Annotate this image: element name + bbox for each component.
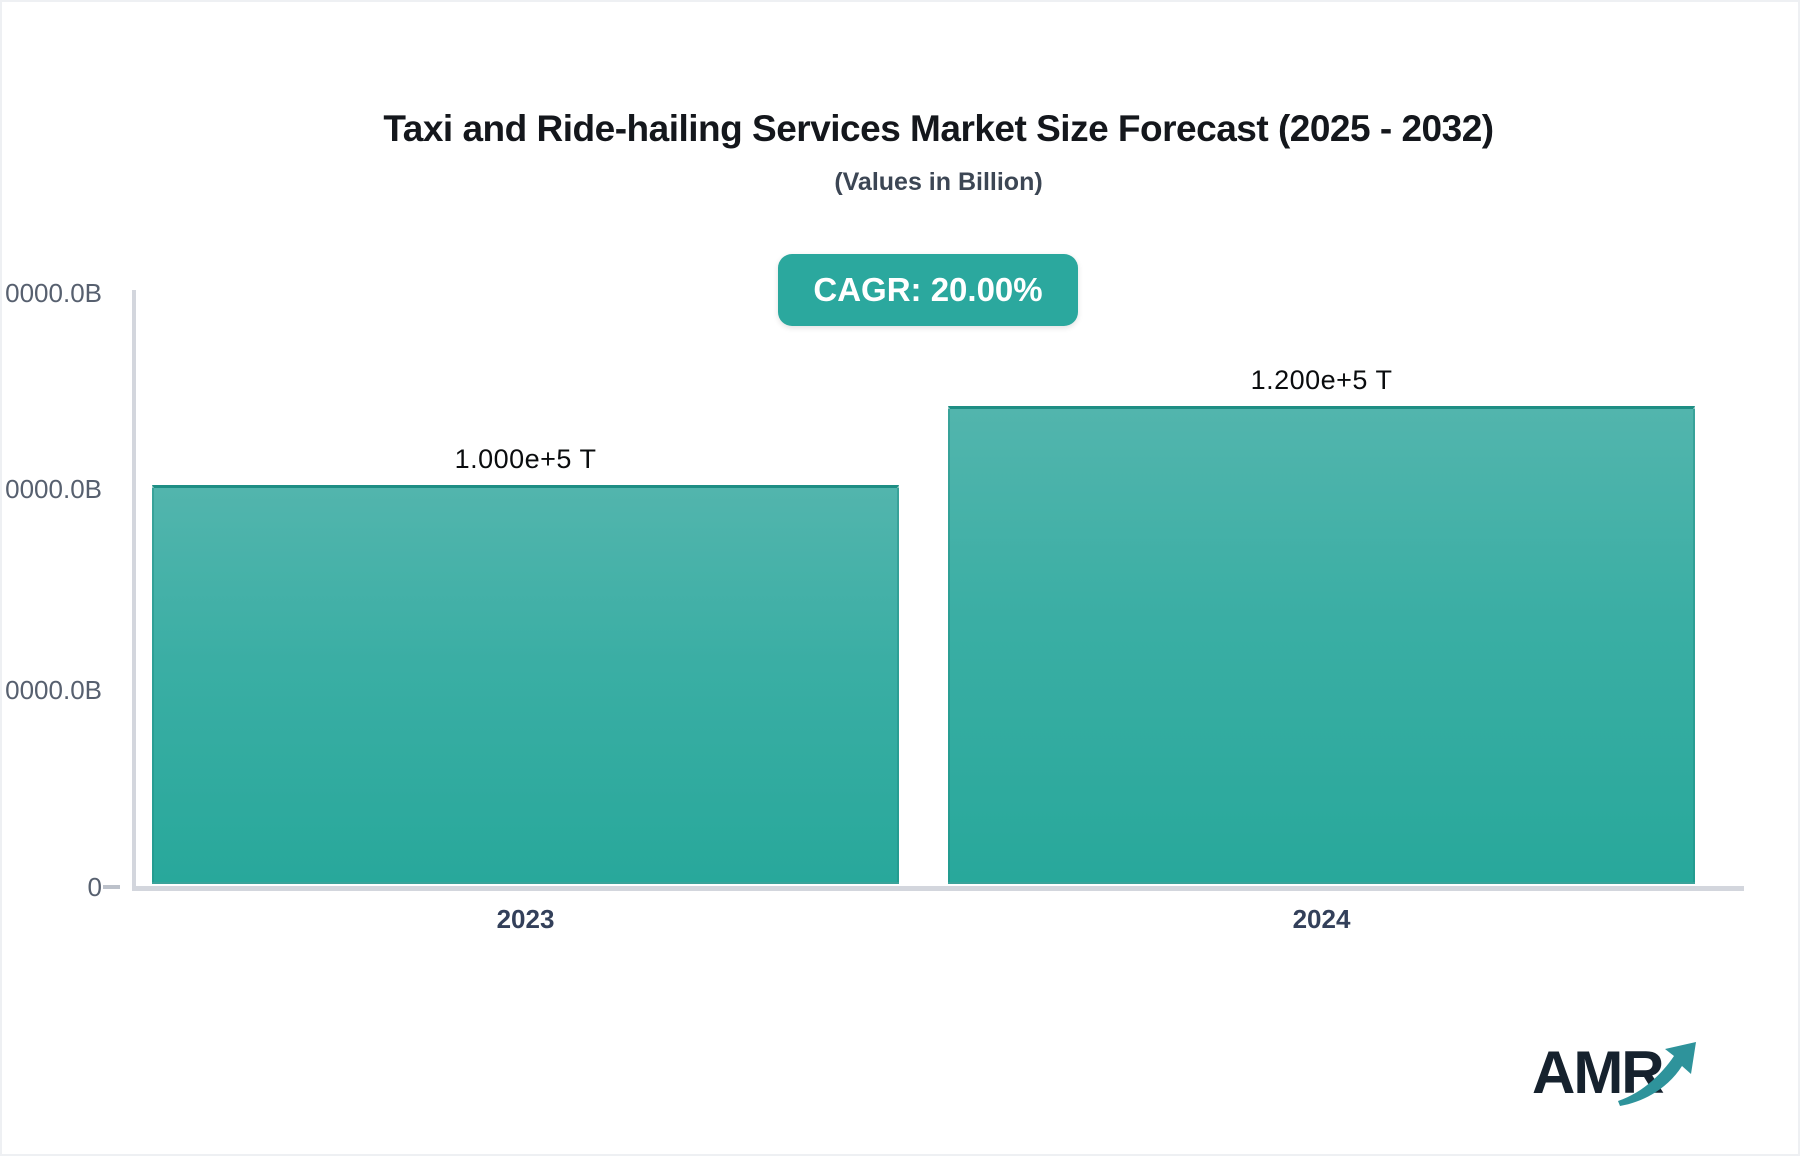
bar-value-label-2023: 1.000e+5 T xyxy=(454,444,597,474)
cagr-badge-label: CAGR: 20.00% xyxy=(813,271,1043,308)
x-axis-line xyxy=(132,886,1744,891)
amr-logo: AMR xyxy=(1532,1030,1722,1120)
x-axis-label-2023: 2023 xyxy=(496,904,555,934)
cagr-badge: CAGR: 20.00% xyxy=(778,254,1078,326)
y-tick-label-middle: 0000.0B xyxy=(5,474,102,504)
bar-column-2023: 1.000e+5 T xyxy=(152,284,899,884)
chart-title: Taxi and Ride-hailing Services Market Si… xyxy=(383,108,1494,149)
chart-subtitle: (Values in Billion) xyxy=(834,168,1043,196)
zero-tick-mark xyxy=(103,885,120,889)
bar-2023[interactable] xyxy=(152,485,899,884)
y-tick-label-zero: 0 xyxy=(87,872,102,902)
x-axis-label-2024: 2024 xyxy=(1292,904,1351,934)
y-tick-label-lower: 0000.0B xyxy=(5,675,102,705)
y-tick-label-top: 0000.0B xyxy=(5,278,102,308)
bar-2024[interactable] xyxy=(948,406,1695,884)
growth-arrow-icon xyxy=(1618,1030,1708,1119)
bar-column-2024: 1.200e+5 T xyxy=(948,284,1695,884)
bar-value-label-2024: 1.200e+5 T xyxy=(1250,365,1393,395)
y-axis-line xyxy=(132,290,136,890)
